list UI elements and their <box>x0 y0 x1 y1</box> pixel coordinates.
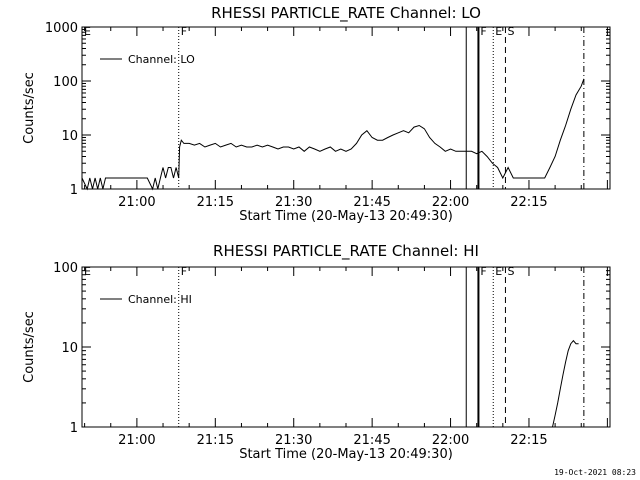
event-marker-label: E <box>495 265 502 278</box>
y-tick-label: 100 <box>53 261 78 276</box>
x-tick-label: 21:00 <box>118 433 155 448</box>
event-marker-label: E <box>84 25 91 38</box>
x-tick-label: 21:15 <box>197 433 234 448</box>
event-marker-label: F <box>181 265 187 278</box>
y-tick-label: 1000 <box>45 21 78 36</box>
panel-lo: RHESSI PARTICLE_RATE Channel: LO 1 10 100 10… <box>22 4 611 224</box>
x-tick-label: 21:45 <box>353 195 390 210</box>
x-tick-label: 22:15 <box>510 433 547 448</box>
y-tick-label: 100 <box>53 75 78 90</box>
y-tick-label: 1 <box>70 183 78 198</box>
y-axis-label: Counts/sec <box>22 72 37 144</box>
plot-frame <box>81 26 611 190</box>
x-axis-label: Start Time (20-May-13 20:49:30) <box>239 447 453 462</box>
y-tick-label: 10 <box>61 341 78 356</box>
event-marker-label: S <box>507 25 514 38</box>
event-marker-label: F <box>181 25 187 38</box>
data-series-line <box>81 78 585 191</box>
x-tick-label: 21:00 <box>118 195 155 210</box>
y-axis-label: Counts/sec <box>22 311 37 383</box>
data-series-line <box>552 339 579 428</box>
event-marker-label: E <box>495 25 502 38</box>
x-tick-label: 21:15 <box>197 195 234 210</box>
legend-label: Channel: LO <box>128 53 195 66</box>
event-marker-label: S <box>507 265 514 278</box>
x-tick-label: 21:30 <box>275 433 312 448</box>
x-tick-label: 21:45 <box>353 433 390 448</box>
chart-title: RHESSI PARTICLE_RATE Channel: HI <box>213 242 479 261</box>
x-axis-label: Start Time (20-May-13 20:49:30) <box>239 209 453 224</box>
legend-label: Channel: HI <box>128 293 192 306</box>
event-marker-label: F <box>480 265 486 278</box>
y-tick-label: 10 <box>61 129 78 144</box>
panel-hi: RHESSI PARTICLE_RATE Channel: HI 1 10 100 21… <box>22 242 611 462</box>
x-tick-label: 22:15 <box>510 195 547 210</box>
x-tick-label: 22:00 <box>432 433 469 448</box>
plot-frame <box>81 266 611 428</box>
event-marker-label: F <box>480 25 486 38</box>
x-tick-label: 22:00 <box>432 195 469 210</box>
timestamp-label: 19-Oct-2021 08:23 <box>554 468 636 477</box>
chart-title: RHESSI PARTICLE_RATE Channel: LO <box>211 4 481 23</box>
x-tick-label: 21:30 <box>275 195 312 210</box>
event-marker-label: E <box>84 265 91 278</box>
y-tick-label: 1 <box>70 421 78 436</box>
